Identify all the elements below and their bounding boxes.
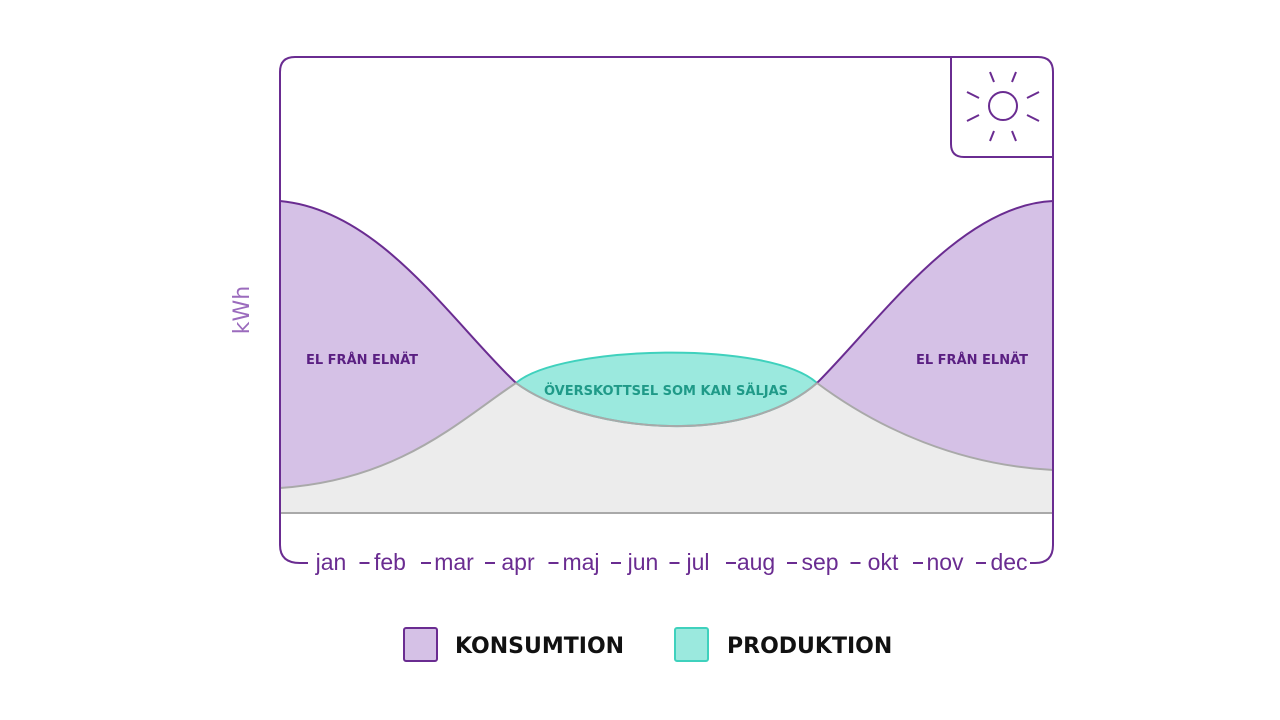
area-label: EL FRÅN ELNÄT xyxy=(916,352,1028,368)
month-label: apr xyxy=(501,549,535,575)
y-axis-label: kWh xyxy=(230,286,255,334)
month-axis: jan feb mar apr maj jun jul aug sep okt nov dec xyxy=(315,549,1028,575)
frame xyxy=(279,56,1054,564)
legend-swatch xyxy=(674,627,709,662)
production-line xyxy=(279,382,1054,489)
grid-area-left xyxy=(280,201,516,488)
consumption-line xyxy=(279,200,1054,384)
month-label: sep xyxy=(801,549,838,575)
sun-box xyxy=(950,57,1053,158)
grid-area-right xyxy=(817,201,1053,470)
legend-label: PRODUKTION xyxy=(727,634,892,659)
area-label: ÖVERSKOTTSEL SOM KAN SÄLJAS xyxy=(544,383,788,399)
area-label: EL FRÅN ELNÄT xyxy=(306,352,418,368)
sun-icon xyxy=(966,71,1040,142)
month-label: feb xyxy=(374,549,406,575)
self-use-area xyxy=(280,383,1053,513)
month-label: aug xyxy=(737,549,775,575)
legend-label: KONSUMTION xyxy=(455,634,624,659)
month-label: okt xyxy=(868,549,899,575)
month-label: jan xyxy=(315,549,347,575)
month-label: mar xyxy=(434,549,474,575)
legend-swatch xyxy=(403,627,438,662)
legend: KONSUMTION PRODUKTION xyxy=(403,627,892,662)
month-label: nov xyxy=(926,549,964,575)
month-label: jul xyxy=(685,549,709,575)
month-label: jun xyxy=(627,549,659,575)
month-label: dec xyxy=(990,549,1027,575)
month-label: maj xyxy=(562,549,599,575)
